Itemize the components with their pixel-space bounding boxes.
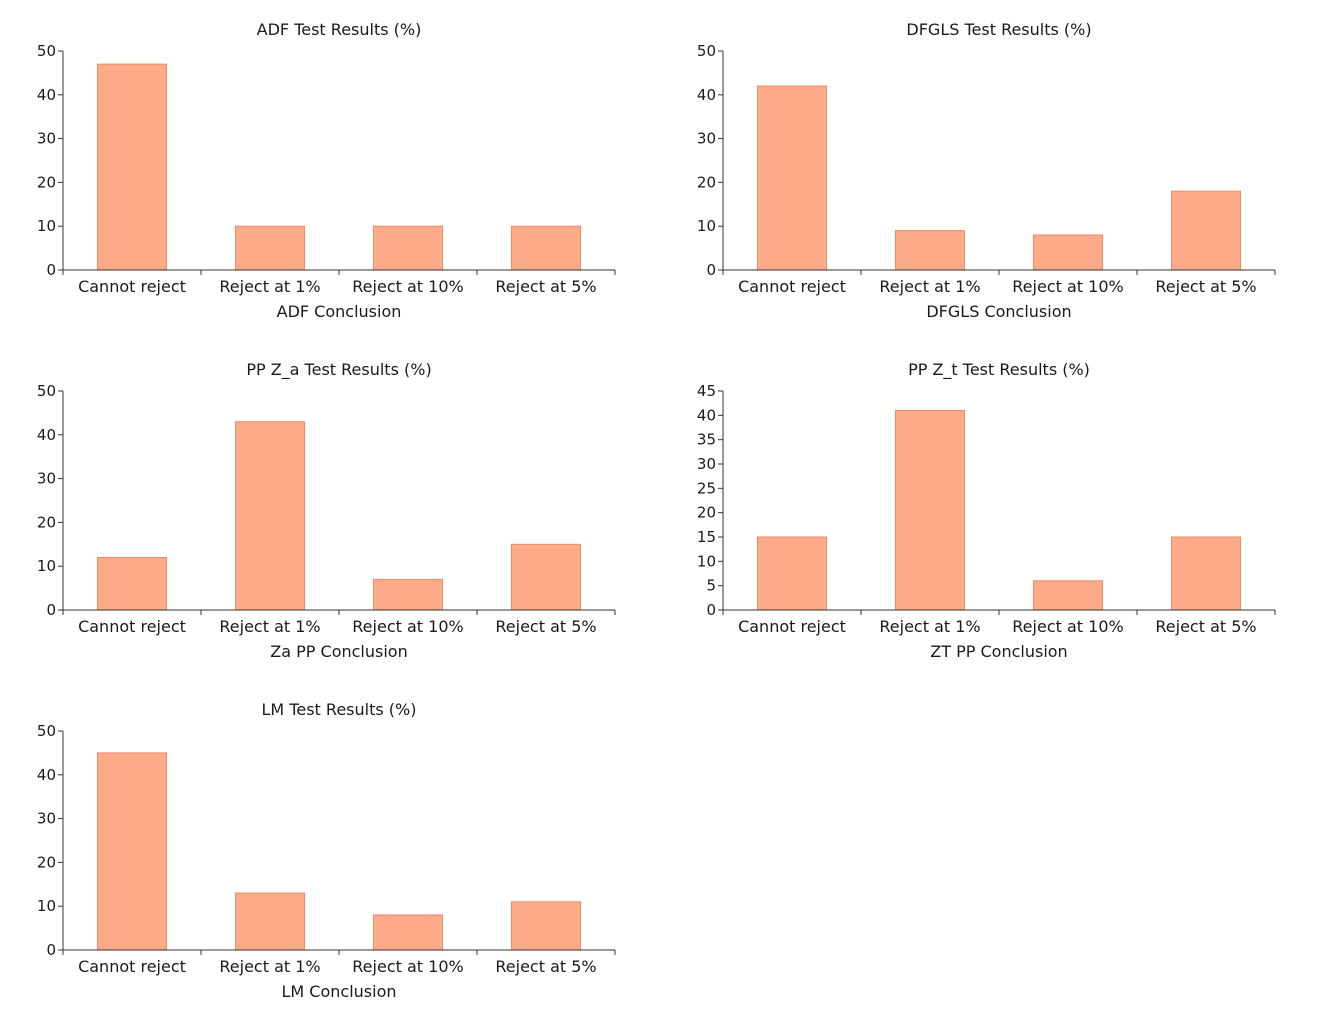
y-tick-label: 10	[697, 552, 716, 570]
x-axis-label: DFGLS Conclusion	[926, 302, 1071, 321]
x-tick-label: Reject at 10%	[352, 957, 463, 976]
y-tick-label: 50	[37, 722, 56, 740]
y-tick-label: 40	[37, 766, 56, 784]
y-tick-label: 50	[37, 382, 56, 400]
chart-title: DFGLS Test Results (%)	[906, 20, 1091, 39]
bar	[373, 914, 443, 951]
y-tick-label: 0	[46, 261, 56, 279]
bar	[373, 578, 443, 611]
y-tick-label: 40	[697, 406, 716, 424]
x-axis-label: ZT PP Conclusion	[930, 642, 1067, 661]
y-tick-label: 0	[706, 261, 716, 279]
y-tick-label: 10	[697, 217, 716, 235]
chart-panel: PP Z_t Test Results (%) 0 5 10 15 20 25 30 35 40 4…	[697, 360, 1276, 661]
y-tick-label: 0	[46, 601, 56, 619]
bar	[757, 536, 827, 611]
x-tick-label: Cannot reject	[78, 277, 186, 296]
y-tick-label: 10	[37, 217, 56, 235]
y-tick-label: 0	[46, 941, 56, 959]
x-tick-label: Reject at 1%	[219, 957, 320, 976]
y-tick-label: 20	[37, 853, 56, 871]
y-tick-label: 20	[37, 513, 56, 531]
bar	[235, 421, 305, 611]
y-tick-label: 20	[697, 504, 716, 522]
bar	[97, 63, 167, 271]
bar	[373, 225, 443, 271]
x-tick-label: Reject at 10%	[1012, 617, 1123, 636]
x-tick-label: Cannot reject	[78, 957, 186, 976]
y-tick-label: 45	[697, 382, 716, 400]
x-tick-label: Reject at 10%	[352, 617, 463, 636]
y-tick-label: 25	[697, 479, 716, 497]
chart-panel: ADF Test Results (%) 0 10 20 30 40 50 Cannot re…	[37, 20, 616, 321]
y-tick-label: 40	[37, 426, 56, 444]
y-tick-label: 40	[37, 86, 56, 104]
x-tick-label: Reject at 1%	[879, 277, 980, 296]
y-tick-label: 35	[697, 431, 716, 449]
chart-title: PP Z_a Test Results (%)	[246, 360, 431, 380]
chart-panel: PP Z_a Test Results (%) 0 10 20 30 40 50 Cannot…	[37, 360, 616, 661]
bar	[1033, 580, 1103, 611]
y-tick-label: 20	[37, 173, 56, 191]
x-tick-label: Cannot reject	[738, 617, 846, 636]
chart-title: PP Z_t Test Results (%)	[908, 360, 1090, 380]
y-tick-label: 30	[697, 455, 716, 473]
y-tick-label: 30	[697, 130, 716, 148]
bar	[895, 409, 965, 611]
y-tick-label: 50	[37, 42, 56, 60]
bar	[1033, 234, 1103, 271]
y-tick-label: 10	[37, 557, 56, 575]
x-tick-label: Reject at 1%	[219, 617, 320, 636]
y-tick-label: 15	[697, 528, 716, 546]
y-tick-label: 30	[37, 810, 56, 828]
y-tick-label: 30	[37, 130, 56, 148]
bar	[757, 85, 827, 271]
bar	[895, 230, 965, 271]
y-tick-label: 50	[697, 42, 716, 60]
x-axis-label: LM Conclusion	[282, 982, 397, 1001]
x-tick-label: Reject at 5%	[495, 617, 596, 636]
x-tick-label: Reject at 5%	[1155, 617, 1256, 636]
y-tick-label: 20	[697, 173, 716, 191]
bar	[235, 892, 305, 951]
x-axis-label: ADF Conclusion	[277, 302, 402, 321]
chart-title: LM Test Results (%)	[262, 700, 417, 719]
chart-panel: LM Test Results (%) 0 10 20 30 40 50 Cannot rej…	[37, 700, 616, 1001]
chart-panel: DFGLS Test Results (%) 0 10 20 30 40 50 Cannot …	[697, 20, 1276, 321]
y-tick-label: 5	[706, 577, 716, 595]
bar	[1171, 536, 1241, 611]
bar	[511, 225, 581, 271]
x-axis-label: Za PP Conclusion	[270, 642, 407, 661]
x-tick-label: Cannot reject	[738, 277, 846, 296]
bar	[511, 543, 581, 611]
x-tick-label: Reject at 1%	[219, 277, 320, 296]
chart-title: ADF Test Results (%)	[257, 20, 422, 39]
x-tick-label: Reject at 1%	[879, 617, 980, 636]
x-tick-label: Cannot reject	[78, 617, 186, 636]
x-tick-label: Reject at 5%	[495, 957, 596, 976]
bar	[235, 225, 305, 271]
bar	[97, 556, 167, 611]
y-tick-label: 40	[697, 86, 716, 104]
y-tick-label: 0	[706, 601, 716, 619]
bar	[1171, 190, 1241, 271]
y-tick-label: 10	[37, 897, 56, 915]
x-tick-label: Reject at 10%	[1012, 277, 1123, 296]
x-tick-label: Reject at 10%	[352, 277, 463, 296]
y-tick-label: 30	[37, 470, 56, 488]
x-tick-label: Reject at 5%	[1155, 277, 1256, 296]
bar	[511, 901, 581, 951]
bar	[97, 752, 167, 951]
x-tick-label: Reject at 5%	[495, 277, 596, 296]
